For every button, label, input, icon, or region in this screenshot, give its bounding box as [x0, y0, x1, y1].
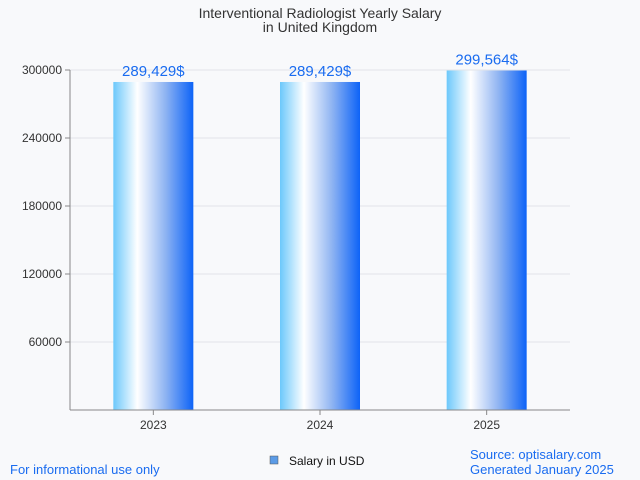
data-label: 299,564$	[455, 51, 518, 68]
chart-title-line2: in United Kingdom	[263, 19, 377, 35]
bar-2025	[446, 70, 527, 410]
y-tick-label: 180000	[22, 199, 62, 213]
data-label: 289,429$	[122, 63, 185, 80]
y-tick-label: 300000	[22, 63, 62, 77]
generated-text: Generated January 2025	[470, 462, 614, 477]
disclaimer: For informational use only	[10, 462, 160, 477]
source-text: Source: optisalary.com	[470, 447, 602, 462]
x-tick-label: 2023	[140, 418, 167, 432]
x-tick-label: 2025	[473, 418, 500, 432]
y-tick-label: 60000	[29, 335, 63, 349]
bar-2023	[113, 81, 194, 410]
y-tick-label: 240000	[22, 131, 62, 145]
chart-title-line1: Interventional Radiologist Yearly Salary	[199, 5, 442, 21]
y-tick-label: 120000	[22, 267, 62, 281]
legend-label: Salary in USD	[289, 454, 365, 468]
bar-2024	[280, 81, 360, 410]
legend-swatch	[269, 455, 279, 465]
data-label: 289,429$	[289, 63, 352, 80]
legend: Salary in USD	[269, 454, 365, 468]
x-tick-label: 2024	[307, 418, 334, 432]
